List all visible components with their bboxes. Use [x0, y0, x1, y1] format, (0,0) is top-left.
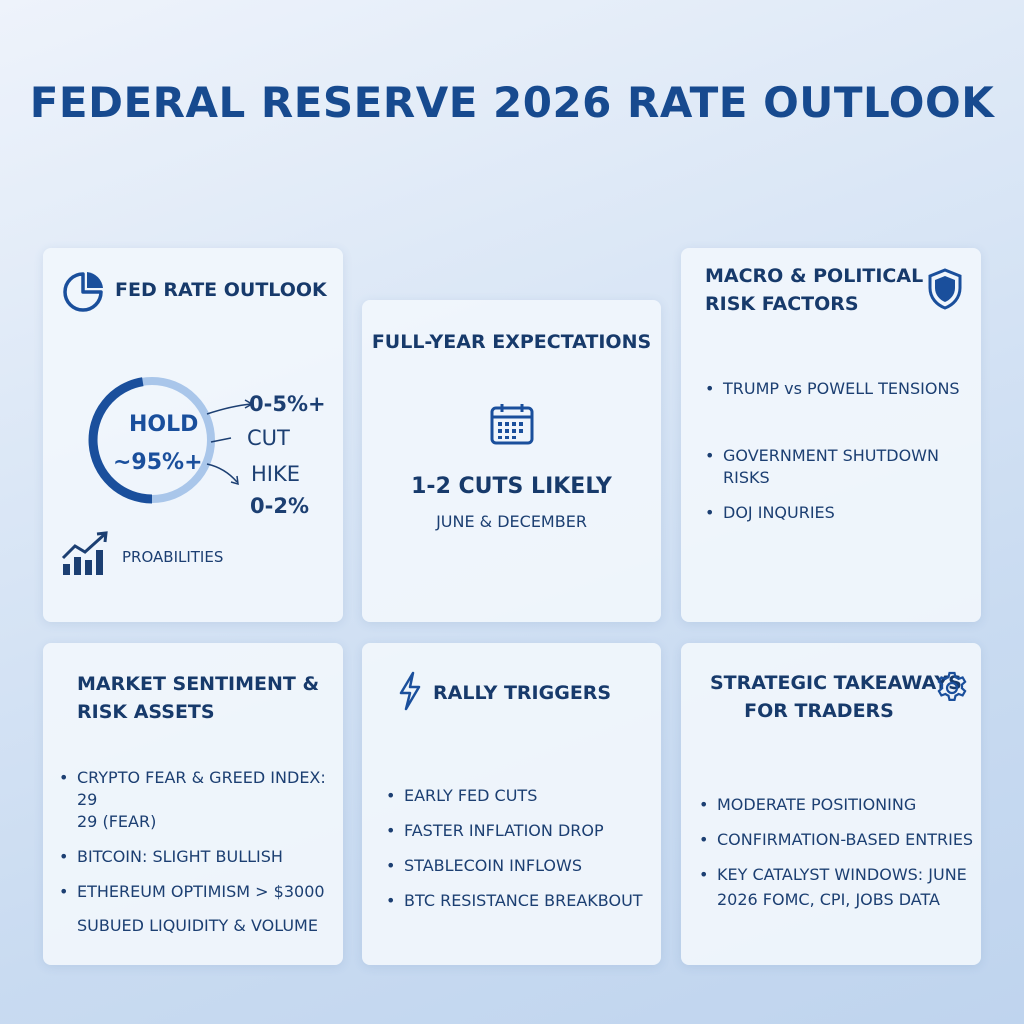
- list-item-line: SUBUED LIQUIDITY & VOLUME: [77, 916, 318, 935]
- shield-icon: [928, 268, 962, 310]
- list-item: CONFIRMATION-BASED ENTRIES: [699, 829, 973, 851]
- rally-triggers-list: EARLY FED CUTS FASTER INFLATION DROP STA…: [386, 785, 643, 912]
- fed-rate-outlook-card: FED RATE OUTLOOK HOLD ~95%+ 0-5%+ CUT HI…: [43, 248, 343, 622]
- list-item: TRUMP vs POWELL TENSIONS: [705, 378, 981, 400]
- list-item: EARLY FED CUTS: [386, 785, 643, 807]
- list-item-line: KEY CATALYST WINDOWS: JUNE: [717, 865, 967, 884]
- fed-rate-outlook-header: FED RATE OUTLOOK: [115, 279, 327, 301]
- list-item-line: 29 (FEAR): [77, 812, 157, 831]
- list-item-line: 2026 FOMC, CPI, JOBS DATA: [717, 890, 940, 909]
- list-item-line: MODERATE POSITIONING: [717, 795, 917, 814]
- macro-risk-header-line2: RISK FACTORS: [705, 293, 859, 315]
- hike-label: HIKE: [251, 462, 301, 486]
- lightning-icon: [399, 671, 421, 711]
- hold-label: HOLD: [129, 412, 199, 437]
- list-item: BITCOIN: SLIGHT BULLISH: [59, 846, 343, 868]
- macro-risk-card: MACRO & POLITICAL RISK FACTORS TRUMP vs …: [681, 248, 981, 622]
- macro-risk-list: TRUMP vs POWELL TENSIONS GOVERNMENT SHUT…: [705, 378, 981, 524]
- pie-chart-icon: [63, 272, 103, 312]
- page-title: FEDERAL RESERVE 2026 RATE OUTLOOK: [29, 78, 995, 127]
- list-item: ETHEREUM OPTIMISM > $3000 SUBUED LIQUIDI…: [59, 881, 343, 937]
- full-year-header: FULL-YEAR EXPECTATIONS: [371, 331, 652, 353]
- list-item-line: ETHEREUM OPTIMISM > $3000: [77, 882, 325, 901]
- list-item: GOVERNMENT SHUTDOWN RISKS: [705, 445, 981, 489]
- gear-icon: [937, 671, 967, 701]
- list-item: KEY CATALYST WINDOWS: JUNE 2026 FOMC, CP…: [699, 864, 973, 911]
- hold-gauge: [88, 377, 215, 504]
- market-sentiment-list: CRYPTO FEAR & GREED INDEX: 29 29 (FEAR) …: [59, 767, 343, 937]
- growth-chart-icon: [61, 531, 108, 575]
- calendar-icon: [490, 404, 534, 445]
- list-item: FASTER INFLATION DROP: [386, 820, 643, 842]
- arrows: [206, 399, 254, 486]
- list-item-line: CONFIRMATION-BASED ENTRIES: [717, 830, 974, 849]
- hike-value: 0-2%: [250, 494, 309, 518]
- full-year-expectations-card: FULL-YEAR EXPECTATIONS 1-2 CUTS LIKELY J…: [362, 300, 661, 622]
- market-sentiment-card: MARKET SENTIMENT & RISK ASSETS CRYPTO FE…: [43, 643, 343, 965]
- rally-triggers-header: RALLY TRIGGERS: [433, 682, 612, 704]
- strategic-takeaways-card: STRATEGIC TAKEAWAYS FOR TRADERS MODERATE…: [681, 643, 981, 965]
- hold-value: ~95%+: [113, 450, 203, 475]
- probabilities-label: PROABILITIES: [122, 548, 224, 566]
- list-item-line: CRYPTO FEAR & GREED INDEX: 29: [77, 768, 326, 809]
- list-item: BTC RESISTANCE BREAKBOUT: [386, 890, 643, 912]
- cut-label: CUT: [247, 426, 290, 450]
- strategic-header-line2: FOR TRADERS: [744, 700, 894, 722]
- list-item: DOJ INQURIES: [705, 502, 981, 524]
- strategic-list: MODERATE POSITIONING CONFIRMATION-BASED …: [699, 794, 973, 911]
- list-item: CRYPTO FEAR & GREED INDEX: 29 29 (FEAR): [59, 767, 343, 833]
- cuts-headline: 1-2 CUTS LIKELY: [411, 474, 612, 499]
- list-item: MODERATE POSITIONING: [699, 794, 973, 816]
- market-sentiment-header-line2: RISK ASSETS: [77, 701, 215, 723]
- cut-value: 0-5%+: [249, 392, 326, 416]
- macro-risk-header-line1: MACRO & POLITICAL: [705, 265, 924, 287]
- rally-triggers-card: RALLY TRIGGERS EARLY FED CUTS FASTER INF…: [362, 643, 661, 965]
- cuts-subline: JUNE & DECEMBER: [436, 512, 587, 531]
- list-item: STABLECOIN INFLOWS: [386, 855, 643, 877]
- list-item-line: BITCOIN: SLIGHT BULLISH: [77, 847, 283, 866]
- strategic-header-line1: STRATEGIC TAKEAWAYS: [710, 672, 962, 694]
- market-sentiment-header-line1: MARKET SENTIMENT &: [77, 673, 320, 695]
